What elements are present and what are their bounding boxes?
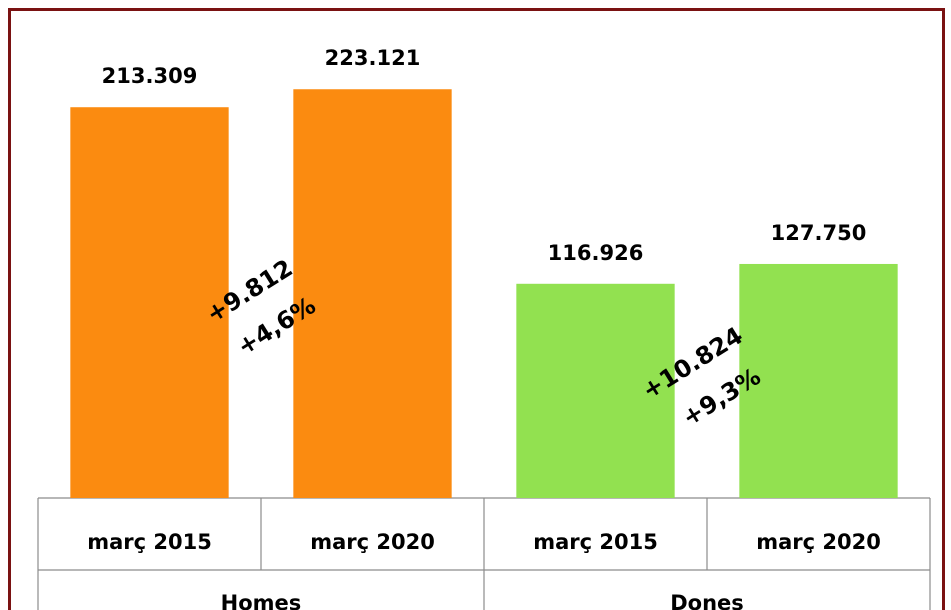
- value-label: 223.121: [325, 46, 421, 70]
- group-label: Dones: [670, 591, 744, 610]
- value-label: 213.309: [102, 64, 198, 88]
- value-label: 116.926: [548, 241, 644, 265]
- bar: [739, 263, 898, 498]
- group-label: Homes: [221, 591, 302, 610]
- x-tick-label: març 2015: [87, 530, 212, 554]
- bar: [516, 283, 675, 498]
- bar: [70, 107, 229, 499]
- x-tick-label: març 2020: [756, 530, 881, 554]
- x-tick-label: març 2015: [533, 530, 658, 554]
- x-tick-label: març 2020: [310, 530, 435, 554]
- bar: [293, 89, 452, 499]
- value-label: 127.750: [771, 221, 867, 245]
